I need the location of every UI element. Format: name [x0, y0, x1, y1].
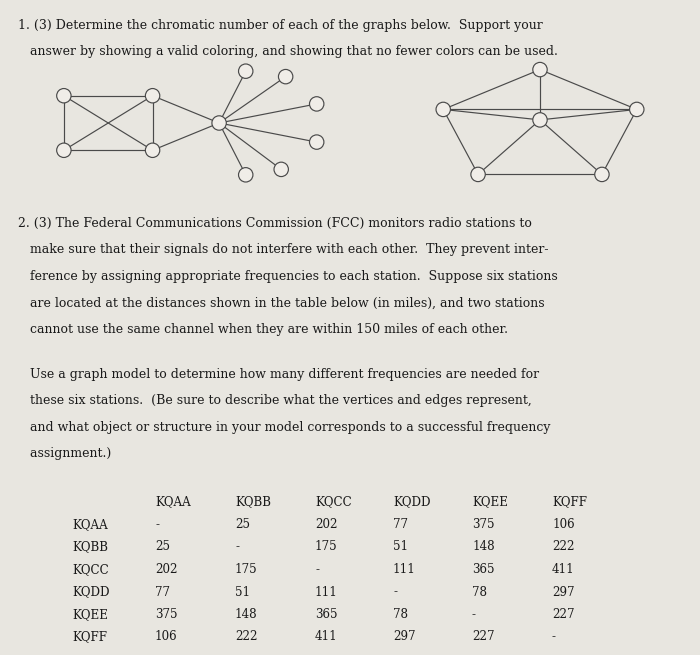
- Circle shape: [309, 97, 324, 111]
- Circle shape: [212, 116, 226, 130]
- Text: 297: 297: [393, 631, 416, 643]
- Circle shape: [629, 102, 644, 117]
- Text: 25: 25: [155, 540, 170, 553]
- Circle shape: [533, 62, 547, 77]
- Circle shape: [239, 168, 253, 182]
- Text: Use a graph model to determine how many different frequencies are needed for: Use a graph model to determine how many …: [18, 367, 539, 381]
- Text: 51: 51: [393, 540, 408, 553]
- Text: KQBB: KQBB: [235, 495, 271, 508]
- Circle shape: [274, 162, 288, 177]
- Text: KQBB: KQBB: [72, 540, 108, 553]
- Text: 2. (3) The Federal Communications Commission (FCC) monitors radio stations to: 2. (3) The Federal Communications Commis…: [18, 217, 532, 230]
- Text: KQDD: KQDD: [393, 495, 430, 508]
- Circle shape: [146, 88, 160, 103]
- Text: KQEE: KQEE: [72, 608, 108, 621]
- Text: these six stations.  (Be sure to describe what the vertices and edges represent,: these six stations. (Be sure to describe…: [18, 394, 532, 407]
- Text: 297: 297: [552, 586, 575, 599]
- Text: 365: 365: [472, 563, 494, 576]
- Text: -: -: [393, 586, 397, 599]
- Text: 202: 202: [155, 563, 178, 576]
- Text: 202: 202: [315, 518, 337, 531]
- Text: 375: 375: [155, 608, 178, 621]
- Text: 222: 222: [552, 540, 575, 553]
- Text: assignment.): assignment.): [18, 447, 111, 460]
- Text: 222: 222: [235, 631, 258, 643]
- Text: 1. (3) Determine the chromatic number of each of the graphs below.  Support your: 1. (3) Determine the chromatic number of…: [18, 19, 542, 32]
- Text: make sure that their signals do not interfere with each other.  They prevent int: make sure that their signals do not inte…: [18, 244, 549, 257]
- Text: 375: 375: [472, 518, 494, 531]
- Text: KQAA: KQAA: [72, 518, 108, 531]
- Text: 25: 25: [235, 518, 250, 531]
- Text: 77: 77: [393, 518, 408, 531]
- Circle shape: [436, 102, 450, 117]
- Text: ference by assigning appropriate frequencies to each station.  Suppose six stati: ference by assigning appropriate frequen…: [18, 270, 558, 283]
- Text: 106: 106: [155, 631, 178, 643]
- Text: -: -: [552, 631, 556, 643]
- Text: KQCC: KQCC: [315, 495, 351, 508]
- Text: and what object or structure in your model corresponds to a successful frequency: and what object or structure in your mod…: [18, 421, 550, 434]
- Text: 148: 148: [235, 608, 258, 621]
- Circle shape: [471, 167, 485, 181]
- Text: answer by showing a valid coloring, and showing that no fewer colors can be used: answer by showing a valid coloring, and …: [18, 45, 558, 58]
- Text: 148: 148: [472, 540, 495, 553]
- Text: 106: 106: [552, 518, 575, 531]
- Circle shape: [146, 143, 160, 157]
- Text: -: -: [155, 518, 159, 531]
- Text: KQDD: KQDD: [72, 586, 109, 599]
- Text: 227: 227: [552, 608, 575, 621]
- Text: 175: 175: [315, 540, 337, 553]
- Text: KQFF: KQFF: [72, 631, 107, 643]
- Circle shape: [279, 69, 293, 84]
- Text: KQFF: KQFF: [552, 495, 587, 508]
- Text: 78: 78: [472, 586, 487, 599]
- Text: 411: 411: [315, 631, 337, 643]
- Text: 411: 411: [552, 563, 575, 576]
- Circle shape: [57, 143, 71, 157]
- Text: KQEE: KQEE: [472, 495, 508, 508]
- Text: 77: 77: [155, 586, 170, 599]
- Circle shape: [595, 167, 609, 181]
- Circle shape: [533, 113, 547, 127]
- Circle shape: [239, 64, 253, 79]
- Text: are located at the distances shown in the table below (in miles), and two statio: are located at the distances shown in th…: [18, 297, 545, 310]
- Text: KQCC: KQCC: [72, 563, 108, 576]
- Text: KQAA: KQAA: [155, 495, 190, 508]
- Text: 78: 78: [393, 608, 408, 621]
- Text: 227: 227: [472, 631, 494, 643]
- Text: -: -: [315, 563, 319, 576]
- Text: 111: 111: [393, 563, 416, 576]
- Text: 365: 365: [315, 608, 337, 621]
- Text: 175: 175: [235, 563, 258, 576]
- Circle shape: [309, 135, 324, 149]
- Text: -: -: [472, 608, 476, 621]
- Text: -: -: [235, 540, 239, 553]
- Text: 51: 51: [235, 586, 250, 599]
- Text: 111: 111: [315, 586, 338, 599]
- Circle shape: [57, 88, 71, 103]
- Text: cannot use the same channel when they are within 150 miles of each other.: cannot use the same channel when they ar…: [18, 323, 508, 336]
